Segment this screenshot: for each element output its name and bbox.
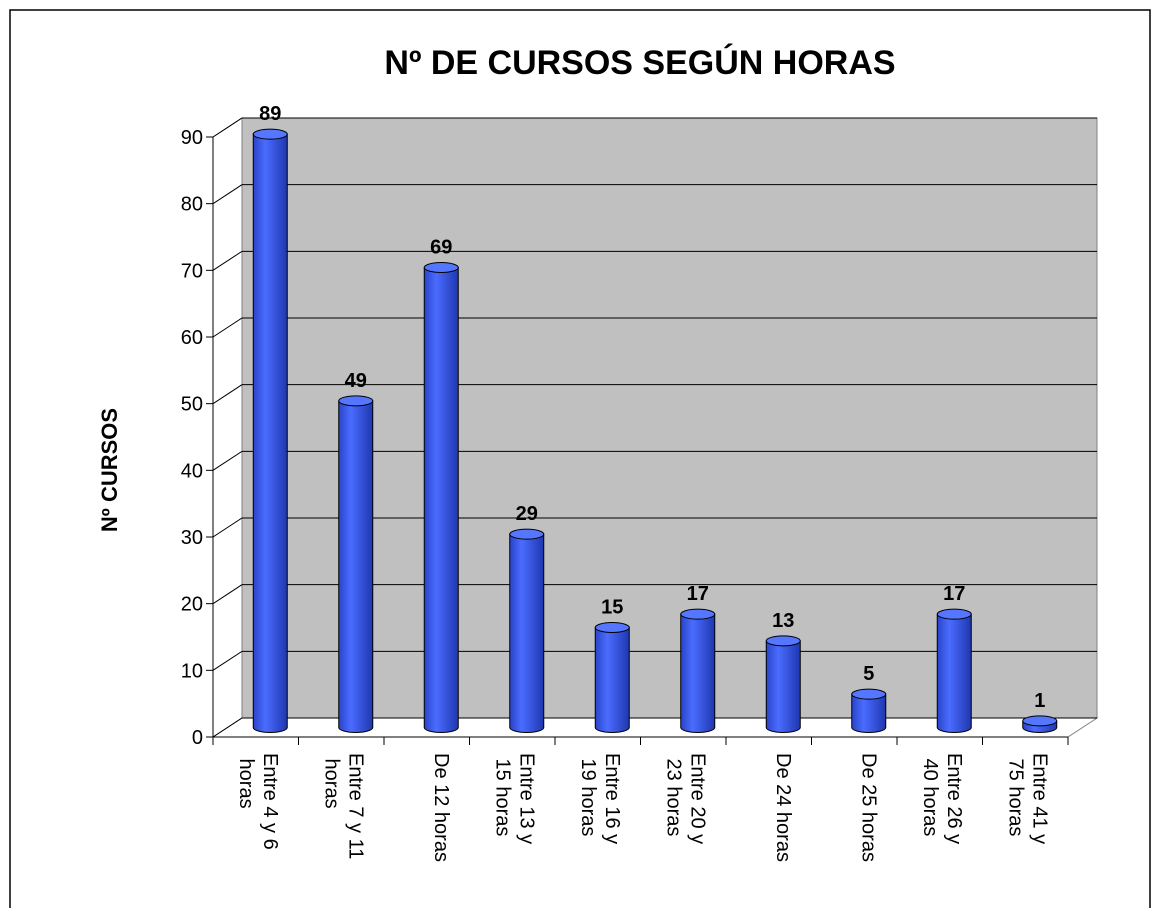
y-tick-label: 40	[181, 460, 203, 482]
grid-line	[212, 650, 1097, 671]
bar	[765, 640, 801, 733]
data-label: 69	[430, 237, 452, 259]
y-tick-label: 20	[181, 594, 203, 616]
grid-line	[212, 450, 1097, 471]
y-tick-label: 0	[192, 727, 203, 749]
grid-line	[212, 317, 1097, 338]
data-label: 29	[516, 503, 538, 525]
x-tick-label: Entre 26 y 40 horas	[919, 753, 965, 844]
x-tick-label: Entre 7 y 11 horas	[320, 753, 366, 859]
grid-line	[212, 384, 1097, 405]
bar	[594, 627, 630, 733]
x-tick-label: De 25 horas	[857, 753, 879, 862]
y-tick-label: 70	[181, 260, 203, 282]
y-tick-label: 50	[181, 394, 203, 416]
x-tick-label: De 24 horas	[772, 753, 794, 862]
y-tick-label: 30	[181, 527, 203, 549]
data-label: 15	[601, 597, 623, 619]
bar	[936, 613, 972, 733]
data-label: 49	[345, 370, 367, 392]
grid-line	[212, 717, 1097, 738]
data-label: 13	[772, 610, 794, 632]
bar-top	[851, 688, 887, 700]
x-tick-label: Entre 20 y 23 horas	[662, 753, 708, 844]
grid-line	[212, 584, 1097, 605]
chart-title: Nº DE CURSOS SEGÚN HORAS	[384, 44, 895, 82]
y-tick-label: 80	[181, 194, 203, 216]
data-label: 17	[687, 583, 709, 605]
grid-line	[212, 517, 1097, 538]
bar-top	[252, 128, 288, 140]
data-label: 17	[943, 583, 965, 605]
bar-top	[765, 635, 801, 647]
y-axis-title: Nº CURSOS	[97, 408, 122, 532]
x-tick-label: Entre 16 y 19 horas	[577, 753, 623, 844]
side-wall	[212, 117, 243, 738]
x-tick-label: Entre 4 y 6 horas	[235, 753, 281, 850]
grid-line	[212, 117, 1097, 138]
y-tick-label: 10	[181, 660, 203, 682]
grid-line	[212, 250, 1097, 271]
x-tick-label: Entre 41 y 75 horas	[1004, 753, 1050, 844]
y-tick-label: 60	[181, 327, 203, 349]
bar-top	[509, 528, 545, 540]
bar	[252, 133, 288, 733]
bar-top	[594, 622, 630, 633]
data-label: 1	[1034, 690, 1045, 712]
bar-top	[423, 262, 459, 273]
bar	[423, 267, 459, 733]
bar	[680, 613, 716, 733]
x-tick-label: De 12 horas	[430, 753, 452, 862]
grid-line	[212, 184, 1097, 205]
bar-top	[680, 608, 716, 620]
bar-top	[936, 608, 972, 620]
data-label: 5	[863, 663, 874, 685]
bar	[338, 400, 374, 733]
bar	[509, 533, 545, 733]
y-tick-label: 90	[181, 127, 203, 149]
data-label: 89	[259, 103, 281, 125]
bar-top	[338, 395, 374, 407]
x-tick-label: Entre 13 y 15 horas	[491, 753, 537, 844]
bar-top	[1022, 715, 1058, 727]
bar	[851, 693, 887, 733]
